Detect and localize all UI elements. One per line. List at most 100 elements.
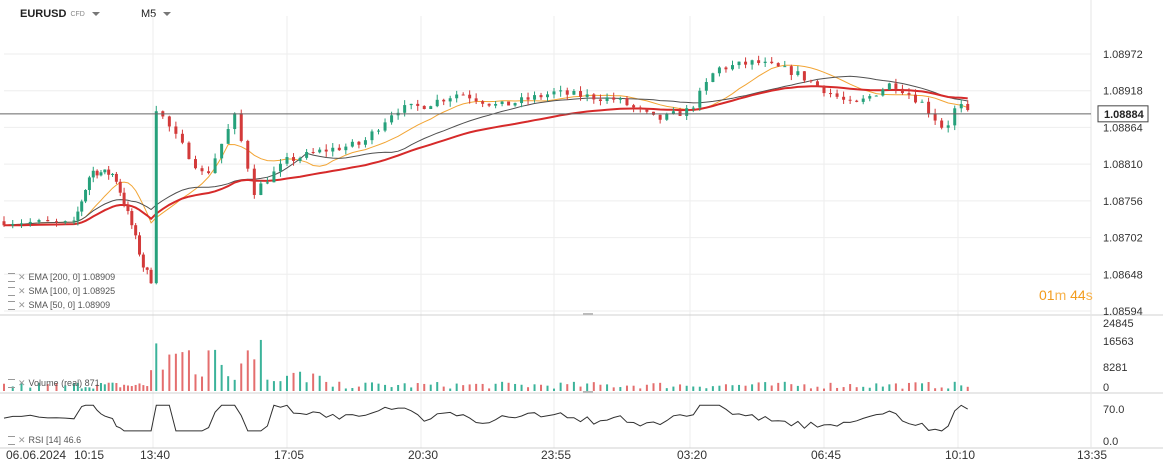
candle-body bbox=[207, 171, 211, 174]
countdown-minutes: 01 bbox=[1039, 287, 1055, 303]
volume-bar bbox=[194, 374, 197, 391]
candle-body bbox=[809, 80, 813, 82]
candle-body bbox=[933, 113, 937, 121]
candle-body bbox=[337, 147, 341, 151]
volume-bar bbox=[527, 387, 530, 391]
menu-icon[interactable] bbox=[8, 273, 15, 283]
volume-bar bbox=[914, 382, 917, 391]
time-tick-label: 13:40 bbox=[140, 448, 170, 462]
volume-bar bbox=[272, 381, 275, 391]
candle-body bbox=[455, 94, 459, 99]
volume-bar bbox=[416, 383, 419, 391]
candle-body bbox=[324, 149, 328, 152]
price-tick-label: 1.08702 bbox=[1103, 233, 1143, 245]
volume-bar bbox=[115, 383, 118, 391]
candle-body bbox=[579, 91, 583, 97]
indicator-volume[interactable]: ✕ Volume (real) 871 bbox=[8, 378, 100, 389]
volume-bar bbox=[214, 349, 217, 391]
volume-bar bbox=[481, 383, 484, 391]
volume-bar bbox=[966, 386, 969, 391]
candle-body bbox=[546, 94, 550, 98]
volume-bar bbox=[698, 386, 701, 391]
candle-body bbox=[940, 120, 944, 128]
volume-bar bbox=[868, 387, 871, 391]
indicator-sma50[interactable]: ✕ SMA [50, 0] 1.08909 bbox=[8, 300, 110, 311]
close-icon[interactable]: ✕ bbox=[18, 435, 26, 445]
volume-bar bbox=[849, 384, 852, 391]
volume-bar bbox=[764, 382, 767, 391]
volume-bar bbox=[80, 388, 83, 391]
volume-bar bbox=[181, 352, 184, 391]
candle-body bbox=[363, 140, 367, 145]
volume-bar bbox=[731, 385, 734, 391]
volume-bar bbox=[96, 384, 99, 391]
candle-body bbox=[900, 88, 904, 94]
candle-body bbox=[285, 157, 289, 164]
candle-body bbox=[331, 147, 335, 152]
candle-body bbox=[370, 131, 374, 141]
candle-body bbox=[2, 221, 6, 226]
candle-body bbox=[126, 204, 130, 212]
candle-body bbox=[145, 267, 149, 270]
candle-body bbox=[442, 99, 446, 102]
candle-body bbox=[698, 90, 702, 108]
volume-bar bbox=[665, 388, 668, 391]
volume-bar bbox=[672, 386, 675, 391]
volume-bar bbox=[823, 388, 825, 391]
volume-bar bbox=[423, 383, 426, 391]
volume-bar bbox=[639, 388, 642, 391]
candle-body bbox=[513, 103, 517, 106]
candle-body bbox=[704, 81, 708, 91]
close-icon[interactable]: ✕ bbox=[18, 286, 26, 296]
candle-body bbox=[612, 97, 616, 100]
candle-body bbox=[246, 140, 250, 169]
volume-bar bbox=[645, 384, 648, 391]
volume-bar bbox=[312, 373, 315, 391]
volume-bar bbox=[533, 384, 536, 391]
candle-body bbox=[907, 93, 911, 95]
candle-body bbox=[468, 94, 472, 99]
rsi-panel bbox=[3, 404, 968, 432]
indicator-sma100[interactable]: ✕ SMA [100, 0] 1.08925 bbox=[8, 286, 115, 297]
close-icon[interactable]: ✕ bbox=[18, 378, 26, 388]
time-tick-label: 20:30 bbox=[408, 448, 438, 462]
volume-bar bbox=[705, 388, 708, 391]
candle-body bbox=[605, 97, 609, 101]
candle-body bbox=[55, 221, 58, 223]
menu-icon[interactable] bbox=[8, 436, 15, 446]
candle-body bbox=[592, 94, 596, 100]
volume-bar bbox=[940, 387, 943, 391]
close-icon[interactable]: ✕ bbox=[18, 300, 26, 310]
volume-bar bbox=[240, 363, 243, 391]
timeframe-selector[interactable]: M5 bbox=[141, 8, 172, 20]
time-tick-label: 06:45 bbox=[811, 448, 841, 462]
indicator-ema200[interactable]: ✕ EMA [200, 0] 1.08909 bbox=[8, 272, 115, 283]
rsi-tick-label: 0.0 bbox=[1103, 436, 1118, 448]
candle-body bbox=[757, 60, 761, 64]
volume-bar bbox=[246, 350, 249, 391]
symbol-selector[interactable]: EURUSD CFD bbox=[20, 8, 100, 20]
candle-body bbox=[835, 93, 839, 97]
volume-bar bbox=[770, 385, 773, 391]
candle-body bbox=[409, 103, 413, 106]
close-icon[interactable]: ✕ bbox=[18, 272, 26, 282]
volume-bar bbox=[123, 384, 126, 391]
volume-bar bbox=[679, 384, 682, 391]
price-tick-label: 1.08648 bbox=[1103, 269, 1143, 281]
price-tick-label: 1.08972 bbox=[1103, 49, 1143, 61]
volume-bar bbox=[126, 385, 129, 391]
indicator-rsi[interactable]: ✕ RSI [14] 46.6 bbox=[8, 435, 81, 446]
menu-icon[interactable] bbox=[8, 379, 15, 389]
candle-body bbox=[122, 192, 126, 205]
volume-bar bbox=[566, 384, 569, 391]
candle-body bbox=[46, 220, 50, 222]
menu-icon[interactable] bbox=[8, 301, 15, 311]
candle-body bbox=[187, 142, 191, 160]
candle-body bbox=[520, 97, 524, 104]
timeframe-label: M5 bbox=[141, 8, 157, 20]
menu-icon[interactable] bbox=[8, 287, 15, 297]
time-tick-label: 10:10 bbox=[945, 448, 975, 462]
volume-bar bbox=[862, 386, 865, 391]
